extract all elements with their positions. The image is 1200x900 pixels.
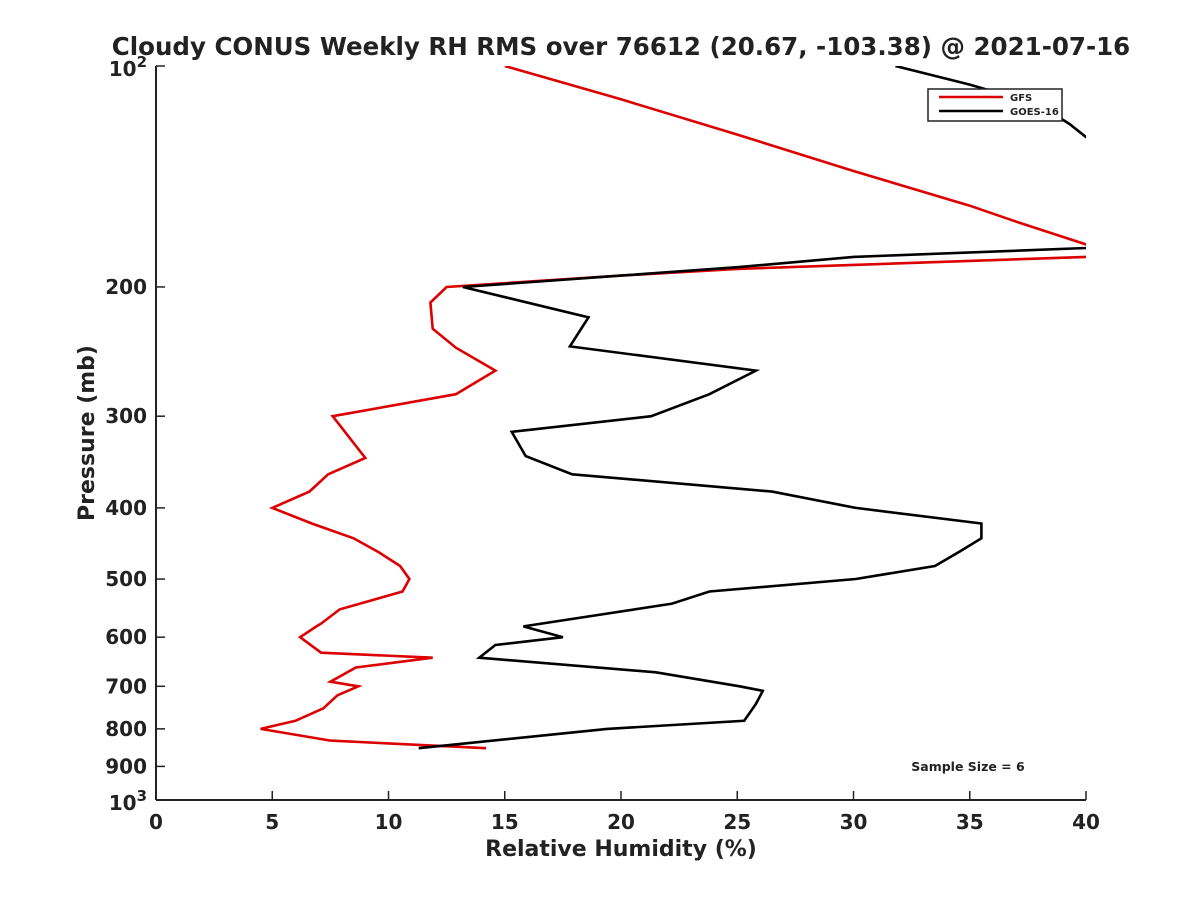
axes-layer: 0 5 10 15 20 25 30 35 40 102 200 300 400 500 600 700 800… xyxy=(105,53,1100,834)
chart-title: Cloudy CONUS Weekly RH RMS over 76612 (2… xyxy=(112,32,1130,61)
legend-box xyxy=(927,88,1063,122)
x-tick-label: 5 xyxy=(265,810,279,834)
series-line-gfs xyxy=(260,66,1086,750)
x-tick-label: 25 xyxy=(723,810,751,834)
y-tick-label: 700 xyxy=(105,674,147,698)
legend-label-gfs: GFS xyxy=(1010,93,1032,104)
y-tick-label: 900 xyxy=(105,754,147,778)
legend-label-goes16: GOES-16 xyxy=(1010,107,1059,118)
x-tick-label: 35 xyxy=(956,810,984,834)
legend: GFS GOES-16 xyxy=(927,88,1063,122)
series-layer xyxy=(260,66,1086,750)
y-tick-label: 200 xyxy=(105,275,147,299)
x-tick-label: 40 xyxy=(1072,810,1100,834)
x-tick-label: 20 xyxy=(607,810,635,834)
x-axis-label: Relative Humidity (%) xyxy=(485,837,757,862)
x-tick-label: 10 xyxy=(375,810,403,834)
y-tick-label: 103 xyxy=(109,787,147,815)
series-line-goes-16 xyxy=(418,66,1086,750)
y-tick-label: 800 xyxy=(105,717,147,741)
y-tick-label: 500 xyxy=(105,567,147,591)
y-axis-label: Pressure (mb) xyxy=(75,345,100,521)
y-tick-label: 102 xyxy=(109,53,147,81)
y-tick-label: 400 xyxy=(105,496,147,520)
x-tick-label: 30 xyxy=(840,810,868,834)
x-tick-label: 0 xyxy=(149,810,163,834)
plot-area: 0 5 10 15 20 25 30 35 40 102 200 300 400 500 600 700 800… xyxy=(105,53,1100,834)
y-tick-label: 300 xyxy=(105,404,147,428)
x-tick-label: 15 xyxy=(491,810,519,834)
y-tick-label: 600 xyxy=(105,625,147,649)
sample-size-annotation: Sample Size = 6 xyxy=(911,759,1025,774)
